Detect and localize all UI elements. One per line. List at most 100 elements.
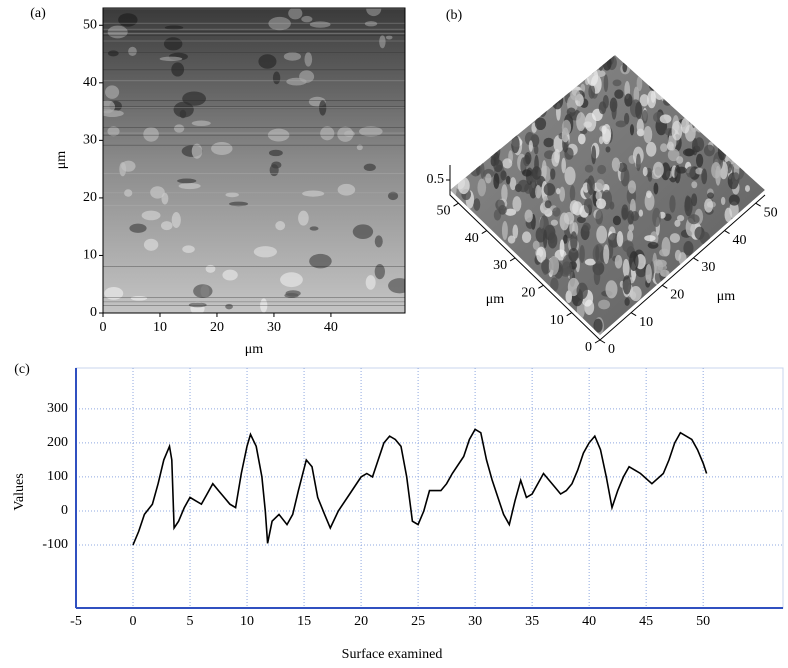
peak: [636, 75, 643, 92]
grain: [121, 160, 136, 172]
grain: [298, 210, 309, 226]
x-tick-label: 30: [468, 614, 482, 629]
y-tick-label: 30: [83, 133, 97, 148]
x-tick-label: 40: [582, 614, 596, 629]
x-axis-label: Surface examined: [342, 647, 443, 662]
peak: [728, 194, 740, 206]
peak: [614, 89, 624, 99]
peak: [584, 258, 596, 266]
y-tick-label: 0: [90, 305, 97, 320]
peak: [551, 90, 564, 110]
surface: [450, 55, 765, 335]
grain: [387, 191, 399, 201]
peak: [502, 158, 513, 169]
y-tick-label: 0: [61, 503, 68, 518]
x-tick: [755, 202, 761, 207]
peak: [674, 93, 680, 110]
peak: [591, 145, 597, 165]
peak: [614, 255, 623, 269]
grain: [222, 269, 238, 281]
grain: [356, 144, 363, 151]
x-axis-label: μm: [717, 289, 736, 304]
y-tick-label: 200: [47, 435, 68, 450]
grain: [337, 126, 354, 142]
peak: [480, 162, 485, 179]
peak: [691, 181, 698, 189]
peak: [627, 230, 634, 243]
peak: [586, 67, 599, 87]
x-tick: [693, 257, 699, 262]
peak: [566, 107, 576, 117]
peak: [616, 230, 624, 247]
y-tick-label: 0: [585, 340, 592, 355]
peak: [638, 209, 644, 217]
peak: [495, 199, 505, 211]
peak: [703, 144, 715, 157]
peak: [596, 179, 605, 191]
peak: [631, 55, 637, 69]
y-tick-label: 40: [465, 231, 479, 246]
peak: [528, 140, 533, 152]
peak: [688, 214, 700, 225]
peak: [576, 73, 585, 81]
peak: [532, 240, 540, 251]
peak: [675, 166, 687, 174]
grain: [304, 52, 313, 67]
x-tick-label: 0: [130, 614, 137, 629]
peak: [704, 198, 714, 213]
x-tick-label: 45: [639, 614, 653, 629]
peak: [550, 277, 559, 292]
peak: [608, 240, 614, 259]
peak: [559, 186, 566, 202]
peak: [588, 84, 596, 99]
x-tick: [599, 339, 606, 344]
y-tick: [509, 257, 516, 262]
grain: [159, 56, 183, 62]
peak: [509, 177, 517, 191]
peak: [611, 101, 617, 120]
peak: [531, 166, 542, 180]
peak: [500, 170, 507, 181]
x-tick-label: 10: [639, 315, 653, 330]
peak: [575, 257, 580, 273]
frame: [102, 7, 406, 314]
grain: [365, 275, 376, 290]
grain: [283, 52, 302, 61]
peak: [674, 219, 681, 227]
peak: [731, 172, 740, 185]
peak: [682, 148, 695, 157]
y-axis-label: μm: [486, 292, 505, 307]
grain: [309, 21, 331, 28]
grain: [161, 192, 169, 205]
peak: [653, 81, 666, 100]
grain: [272, 71, 281, 85]
grain: [374, 264, 385, 280]
grain: [229, 201, 249, 207]
grain: [268, 16, 291, 31]
grain: [143, 127, 159, 142]
peak: [695, 167, 704, 175]
peak: [603, 244, 610, 264]
grain: [275, 220, 286, 231]
peak: [653, 182, 659, 195]
peak: [501, 184, 508, 203]
y-tick-label: 50: [436, 203, 450, 218]
peak: [583, 197, 593, 214]
peak: [623, 112, 630, 125]
x-tick-label: 10: [153, 320, 167, 335]
peak: [576, 282, 588, 300]
peak: [707, 192, 714, 199]
grain: [320, 126, 335, 141]
peak: [568, 247, 579, 262]
x-tick-label: 30: [267, 320, 281, 335]
peak: [648, 77, 661, 92]
peak: [597, 164, 607, 175]
peak: [564, 166, 576, 186]
peak: [647, 171, 653, 182]
grain: [193, 284, 213, 299]
peak: [639, 94, 649, 107]
peak: [457, 177, 470, 195]
grain: [105, 85, 120, 99]
grain: [130, 295, 148, 301]
